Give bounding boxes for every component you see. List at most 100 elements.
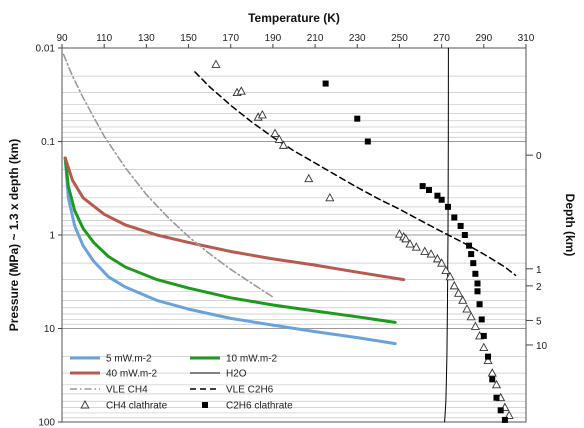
legend-swatch <box>80 400 90 409</box>
ch4-clathrate-point <box>274 134 284 143</box>
legend-label: VLE C2H6 <box>226 385 274 396</box>
ch4-clathrate-point <box>487 368 497 377</box>
legend-label: CH4 clathrate <box>106 401 168 412</box>
y-tick-label: 100 <box>38 418 55 428</box>
depth-tick-label: 10 <box>536 341 548 352</box>
x-tick-label: 230 <box>349 33 366 44</box>
x-tick-label: 310 <box>518 33 535 44</box>
series-line-5 <box>194 71 517 277</box>
ch4-clathrate-point <box>449 280 459 290</box>
c2h6-clathrate-point <box>470 260 477 267</box>
ch4-clathrate-point <box>394 229 405 238</box>
legend: 5 mW.m-2 10 mW.m-2 40 mW.m-2 H2O VLE CH4 VLE … <box>70 354 293 412</box>
series-line-2 <box>63 156 406 282</box>
depth-tick-label: 2 <box>536 282 542 293</box>
c2h6-clathrate-point <box>489 376 496 383</box>
series-layer <box>62 47 517 423</box>
ch4-clathrate-point <box>466 311 476 321</box>
c2h6-clathrate-point <box>354 115 361 122</box>
ch4-clathrate-point <box>470 321 480 330</box>
c2h6-clathrate-point <box>438 196 445 203</box>
c2h6-clathrate-point <box>493 394 500 401</box>
c2h6-clathrate-point <box>466 242 473 249</box>
c2h6-clathrate-point <box>444 203 451 210</box>
ch4-clathrate-point <box>278 140 289 149</box>
legend-label: C2H6 clathrate <box>226 401 293 412</box>
y-axis-title: Pressure (MPa) ~ 1.3 x depth (km) <box>7 139 21 331</box>
ch4-clathrate-point <box>462 304 472 313</box>
y2-axis-title: Depth (km) <box>563 194 577 257</box>
ch4-clathrate-point <box>445 271 455 281</box>
legend-label: VLE CH4 <box>106 385 148 396</box>
y-tick-label: 0.1 <box>41 137 55 148</box>
series-line-0 <box>63 156 397 346</box>
ch4-clathrate-point <box>304 173 314 183</box>
ch4-clathrate-point <box>479 342 489 352</box>
c2h6-clathrate-point <box>485 353 492 360</box>
ch4-clathrate-point <box>411 242 421 251</box>
ch4-clathrate-point <box>401 233 411 243</box>
c2h6-clathrate-point <box>419 183 426 190</box>
legend-swatch <box>202 402 208 408</box>
ch4-clathrate-point <box>437 258 447 267</box>
c2h6-clathrate-point <box>497 407 504 414</box>
marker-layer <box>211 59 514 423</box>
ch4-clathrate-point <box>211 59 221 68</box>
series-line-1 <box>63 156 397 324</box>
depth-tick-label: 1 <box>536 265 542 276</box>
axis-ticks: 90 110 130 150 170 190 210 230 250 270 290 3100.010… <box>36 33 548 428</box>
legend-label: H2O <box>226 369 247 380</box>
legend-label: 40 mW.m-2 <box>106 369 158 380</box>
ch4-clathrate-point <box>432 253 442 263</box>
ch4-clathrate-point <box>441 265 451 274</box>
ch4-clathrate-point <box>270 128 280 137</box>
c2h6-clathrate-point <box>468 251 475 258</box>
ch4-clathrate-point <box>325 192 335 202</box>
ch4-clathrate-point <box>426 249 436 258</box>
c2h6-clathrate-point <box>480 332 487 339</box>
ch4-clathrate-point <box>453 288 464 297</box>
y-tick-label: 0.01 <box>36 44 56 55</box>
x-axis-title: Temperature (K) <box>248 11 340 25</box>
x-tick-label: 130 <box>138 33 155 44</box>
c2h6-clathrate-point <box>501 416 508 423</box>
c2h6-clathrate-point <box>322 80 329 87</box>
legend-label: 5 mW.m-2 <box>106 354 152 365</box>
legend-label: 10 mW.m-2 <box>226 354 278 365</box>
c2h6-clathrate-point <box>434 192 441 199</box>
c2h6-clathrate-point <box>425 186 432 193</box>
ch4-clathrate-point <box>405 239 415 248</box>
ch4-clathrate-point <box>257 110 267 119</box>
x-tick-label: 250 <box>391 33 408 44</box>
depth-tick-label: 5 <box>536 316 542 327</box>
c2h6-clathrate-point <box>476 301 483 308</box>
c2h6-clathrate-point <box>474 288 481 295</box>
x-tick-label: 150 <box>180 33 197 44</box>
ch4-clathrate-point <box>483 355 493 364</box>
x-tick-label: 270 <box>433 33 450 44</box>
x-tick-label: 210 <box>307 33 324 44</box>
ch4-clathrate-point <box>491 379 502 389</box>
c2h6-clathrate-point <box>474 280 481 287</box>
c2h6-clathrate-point <box>461 232 468 238</box>
ch4-clathrate-point <box>236 86 246 95</box>
c2h6-clathrate-point <box>364 138 371 145</box>
series-line-3 <box>444 47 449 423</box>
x-tick-label: 110 <box>96 33 112 44</box>
y-tick-label: 1 <box>49 231 55 242</box>
x-tick-label: 290 <box>475 33 492 44</box>
c2h6-clathrate-point <box>478 316 485 323</box>
c2h6-clathrate-point <box>451 214 458 221</box>
y-tick-label: 10 <box>44 324 56 335</box>
x-tick-label: 90 <box>56 33 68 44</box>
depth-tick-label: 0 <box>536 151 542 162</box>
x-tick-label: 170 <box>222 33 239 44</box>
ch4-clathrate-point <box>420 246 430 255</box>
c2h6-clathrate-point <box>472 270 479 277</box>
c2h6-clathrate-point <box>457 222 464 229</box>
series-line-4 <box>62 53 274 298</box>
ch4-clathrate-point <box>458 295 468 304</box>
ch4-clathrate-point <box>504 410 514 419</box>
